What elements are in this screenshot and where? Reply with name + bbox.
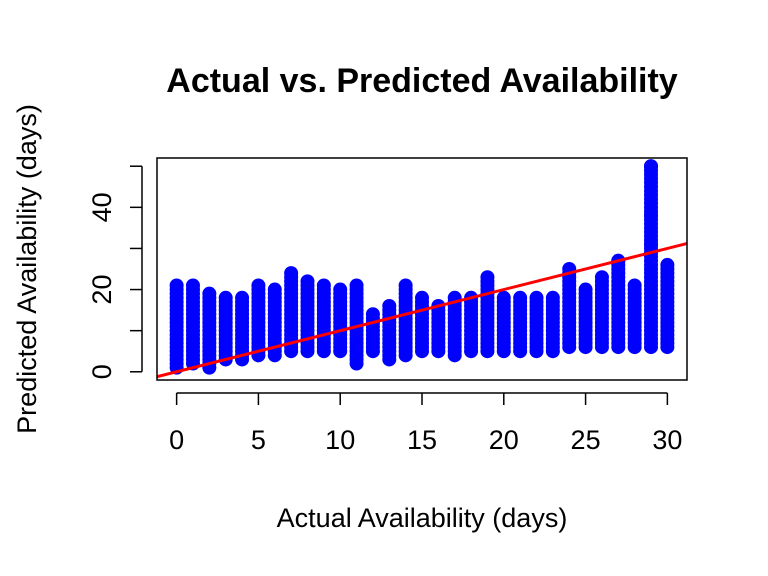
y-tick-label: 20 — [87, 275, 117, 305]
data-point — [529, 290, 544, 305]
x-axis: 0 5 10 15 20 25 30 — [169, 392, 682, 455]
data-point — [300, 274, 315, 289]
data-point — [333, 282, 348, 297]
data-point — [284, 266, 299, 281]
plot-frame — [156, 157, 688, 381]
data-point — [349, 278, 364, 293]
y-axis-title: Predicted Availability (days) — [12, 104, 42, 434]
data-point — [235, 290, 250, 305]
x-tick-label: 15 — [407, 425, 437, 455]
outlier-point — [644, 159, 659, 174]
data-point — [545, 290, 560, 305]
x-axis-title: Actual Availability (days) — [277, 503, 568, 533]
data-point — [594, 270, 609, 285]
x-tick-label: 30 — [652, 425, 682, 455]
data-point — [480, 270, 495, 285]
outlier-point — [644, 208, 659, 223]
chart-title: Actual vs. Predicted Availability — [166, 62, 678, 100]
data-point — [513, 290, 528, 305]
outlier-point — [644, 237, 659, 252]
fit-line-layer — [157, 241, 687, 379]
data-point — [316, 278, 331, 293]
y-tick-label: 40 — [87, 192, 117, 222]
data-point — [218, 290, 233, 305]
data-point — [202, 286, 217, 301]
data-point — [660, 257, 675, 272]
data-point — [267, 282, 282, 297]
data-point — [415, 290, 429, 305]
data-point — [496, 290, 511, 305]
data-point — [169, 278, 184, 293]
data-point — [578, 282, 593, 297]
data-point — [185, 278, 200, 293]
data-point — [365, 307, 380, 322]
fit-line — [157, 241, 687, 379]
data-point — [627, 278, 642, 293]
data-point — [382, 299, 397, 313]
x-tick-label: 0 — [169, 425, 184, 455]
y-axis: 0 20 40 — [87, 165, 143, 379]
y-tick-label: 0 — [87, 364, 117, 379]
x-tick-label: 5 — [251, 425, 266, 455]
data-point — [251, 278, 266, 293]
x-tick-label: 20 — [489, 425, 519, 455]
data-point — [398, 278, 413, 293]
x-tick-label: 25 — [571, 425, 601, 455]
x-tick-label: 10 — [325, 425, 355, 455]
